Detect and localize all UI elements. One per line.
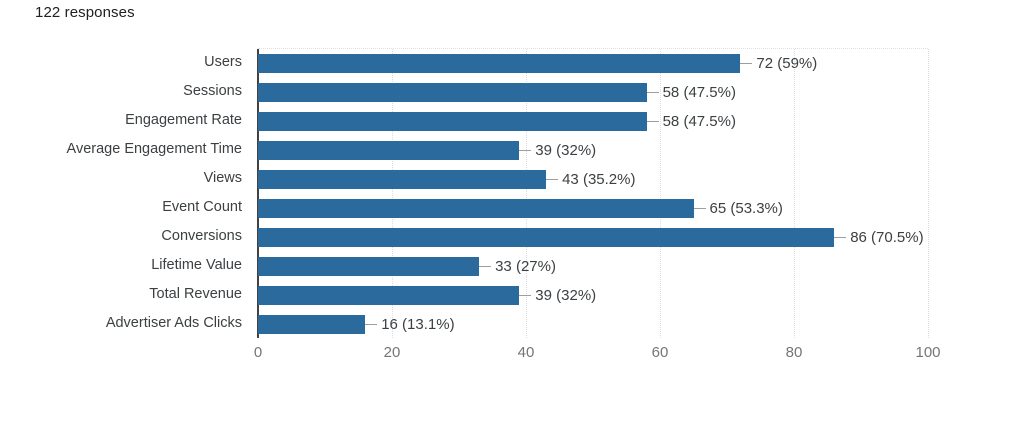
gridline-x-60 (660, 49, 661, 338)
value-connector-line (693, 208, 706, 209)
value-label: 16 (13.1%) (381, 316, 455, 333)
x-tick-label: 100 (915, 344, 941, 361)
category-label: Engagement Rate (125, 112, 242, 128)
gridline-x-40 (526, 49, 527, 338)
x-tick-label: 40 (517, 344, 535, 361)
bar (258, 170, 547, 189)
value-label: 43 (35.2%) (562, 171, 636, 188)
value-connector-line (365, 324, 378, 325)
bar (258, 199, 694, 218)
value-label: 58 (47.5%) (662, 113, 736, 130)
x-tick-label: 0 (253, 344, 263, 361)
category-label: Conversions (161, 228, 242, 244)
x-axis-tick-labels: 0 20 40 60 80 100 (0, 344, 1024, 364)
value-connector-line (646, 121, 659, 122)
category-label: Advertiser Ads Clicks (105, 315, 242, 331)
value-label: 39 (32%) (535, 287, 597, 304)
bar-row: 33 (27%) (258, 252, 928, 281)
responses-count-title: 122 responses (35, 4, 135, 21)
bar (258, 54, 741, 73)
x-tick-label: 20 (383, 344, 401, 361)
category-label: Lifetime Value (151, 257, 242, 273)
bar (258, 315, 366, 334)
value-connector-line (519, 150, 532, 151)
value-label: 86 (70.5%) (850, 229, 924, 246)
bar (258, 228, 835, 247)
value-connector-line (546, 179, 559, 180)
category-axis-labels: Users Sessions Engagement Rate Average Enga… (0, 48, 250, 338)
bar-chart-plot-area: 72 (59%) 58 (47.5%) 58 (47.5%) 39 (32%) 43 (… (257, 48, 929, 339)
value-label: 65 (53.3%) (709, 200, 783, 217)
value-label: 72 (59%) (756, 55, 818, 72)
value-connector-line (519, 295, 532, 296)
bar (258, 286, 520, 305)
bar (258, 112, 647, 131)
value-connector-line (646, 92, 659, 93)
bar-row: 58 (47.5%) (258, 107, 928, 136)
bar-row: 39 (32%) (258, 281, 928, 310)
value-label: 58 (47.5%) (662, 84, 736, 101)
bar-row: 43 (35.2%) (258, 165, 928, 194)
y-axis-line (257, 49, 259, 338)
value-connector-line (740, 63, 753, 64)
gridline-x-100 (928, 49, 929, 338)
bar-row: 58 (47.5%) (258, 78, 928, 107)
value-label: 33 (27%) (495, 258, 556, 275)
value-connector-line (834, 237, 847, 238)
bar (258, 141, 520, 160)
category-label: Average Engagement Time (66, 141, 242, 157)
bar-row: 86 (70.5%) (258, 223, 928, 252)
category-label: Views (203, 170, 242, 186)
category-label: Sessions (183, 83, 242, 99)
gridline-x-20 (392, 49, 393, 338)
category-label: Event Count (162, 199, 242, 215)
bar-row: 65 (53.3%) (258, 194, 928, 223)
bar-row: 16 (13.1%) (258, 310, 928, 339)
value-label: 39 (32%) (535, 142, 597, 159)
bar-row: 39 (32%) (258, 136, 928, 165)
x-tick-label: 60 (651, 344, 669, 361)
bar (258, 83, 647, 102)
bar-row: 72 (59%) (258, 49, 928, 78)
category-label: Total Revenue (149, 286, 242, 302)
value-connector-line (479, 266, 492, 267)
category-label: Users (204, 54, 242, 70)
x-tick-label: 80 (785, 344, 803, 361)
bar (258, 257, 480, 276)
gridline-x-80 (794, 49, 795, 338)
